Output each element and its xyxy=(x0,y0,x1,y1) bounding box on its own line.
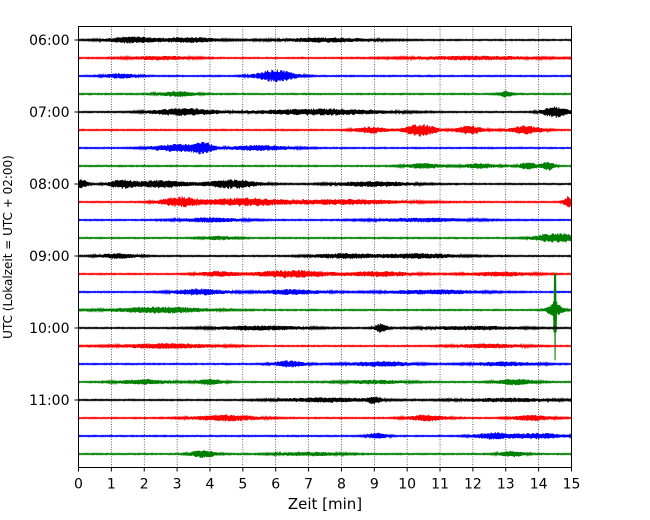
trace-0730 xyxy=(78,141,572,155)
x-tick-label-6: 6 xyxy=(271,477,280,493)
trace-0600 xyxy=(78,36,572,44)
x-tick-label-8: 8 xyxy=(337,477,346,493)
trace-0745 xyxy=(78,161,572,171)
trace-0645 xyxy=(78,90,572,98)
x-tick-label-14: 14 xyxy=(530,477,548,493)
x-tick-label-12: 12 xyxy=(464,477,482,493)
x-tick-label-13: 13 xyxy=(497,477,515,493)
trace-0900 xyxy=(78,252,572,260)
x-tick-label-4: 4 xyxy=(206,477,215,493)
trace-0815 xyxy=(78,196,572,208)
trace-0800 xyxy=(78,179,572,189)
seismic-traces xyxy=(78,36,572,459)
x-tick-label-3: 3 xyxy=(173,477,182,493)
y-tick-label-1000: 10:00 xyxy=(29,321,69,337)
x-tick-label-10: 10 xyxy=(398,477,416,493)
y-tick-label-0900: 09:00 xyxy=(29,249,69,265)
trace-1130 xyxy=(78,432,572,440)
trace-1145 xyxy=(78,450,572,459)
x-axis-ticks: 0 1 2 3 4 5 6 7 8 9 10 11 12 13 14 15 xyxy=(74,467,581,493)
y-tick-label-0700: 07:00 xyxy=(29,105,69,121)
y-tick-label-0600: 06:00 xyxy=(29,33,69,49)
trace-0630 xyxy=(78,69,572,83)
x-tick-label-9: 9 xyxy=(370,477,379,493)
trace-0945 xyxy=(78,273,572,361)
trace-1000 xyxy=(78,323,572,333)
trace-1030 xyxy=(78,360,572,368)
y-axis-ticks: 06:00 07:00 08:00 09:00 10:00 11:00 xyxy=(29,33,79,409)
x-tick-label-7: 7 xyxy=(304,477,313,493)
plot-frame xyxy=(78,26,572,468)
x-axis-label: Zeit [min] xyxy=(288,495,362,513)
trace-0615 xyxy=(78,54,572,62)
trace-1115 xyxy=(78,414,572,422)
trace-0915 xyxy=(78,269,572,279)
x-tick-label-11: 11 xyxy=(431,477,449,493)
x-tick-label-1: 1 xyxy=(107,477,116,493)
x-tick-label-5: 5 xyxy=(238,477,247,493)
x-tick-label-15: 15 xyxy=(563,477,581,493)
x-tick-label-2: 2 xyxy=(140,477,149,493)
trace-1015 xyxy=(78,342,572,350)
trace-0700 xyxy=(78,106,572,118)
grid-lines xyxy=(111,26,539,468)
trace-0715 xyxy=(78,124,572,137)
trace-1045 xyxy=(78,378,572,386)
trace-1100 xyxy=(78,396,572,404)
trace-0930 xyxy=(78,288,572,296)
trace-0830 xyxy=(78,216,572,224)
x-tick-label-0: 0 xyxy=(74,477,83,493)
trace-0845 xyxy=(78,233,572,243)
y-tick-label-0800: 08:00 xyxy=(29,177,69,193)
y-axis-label: UTC (Lokalzeit = UTC + 02:00) xyxy=(1,155,15,339)
y-tick-label-1100: 11:00 xyxy=(29,393,69,409)
